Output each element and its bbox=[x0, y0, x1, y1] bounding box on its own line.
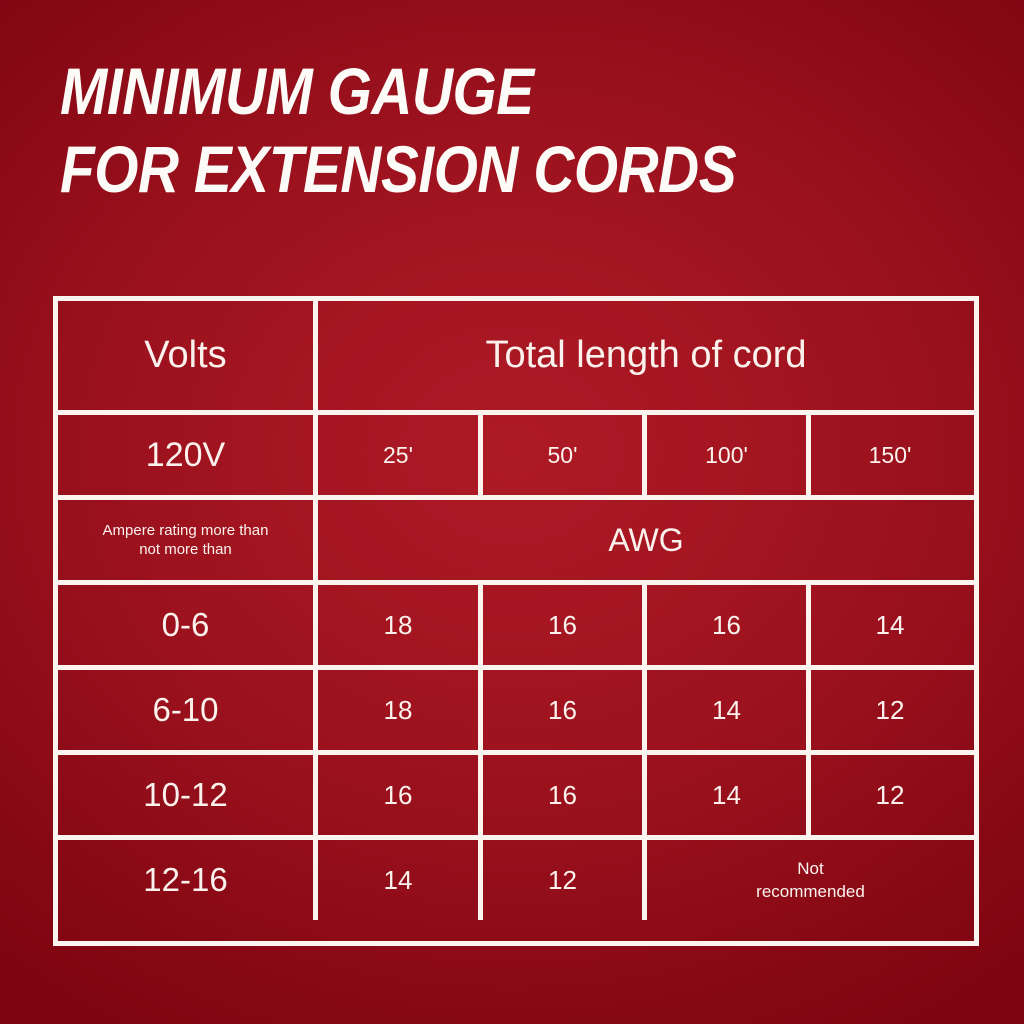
cell-awg-150: 12 bbox=[806, 670, 969, 750]
table-header-row: Volts Total length of cord bbox=[58, 301, 974, 410]
cell-ampere-range: 0-6 bbox=[161, 606, 210, 643]
cell-awg-label: AWG bbox=[313, 500, 974, 580]
page-title: MINIMUM GAUGE FOR EXTENSION CORDS bbox=[60, 52, 960, 208]
cell-length-50: 50' bbox=[478, 415, 642, 495]
table-row: 10-12 16 16 14 12 bbox=[58, 750, 974, 835]
title-line-1: MINIMUM GAUGE bbox=[60, 54, 534, 128]
cell-awg-50: 16 bbox=[478, 585, 642, 665]
cell-ampere-range: 10-12 bbox=[143, 776, 228, 813]
table-row: 6-10 18 16 14 12 bbox=[58, 665, 974, 750]
cell-awg-25: 14 bbox=[313, 840, 478, 920]
header-cell-volts: Volts bbox=[144, 334, 227, 376]
cell-length-100: 100' bbox=[642, 415, 806, 495]
cell-voltage: 120V bbox=[145, 435, 226, 474]
cell-length-25: 25' bbox=[313, 415, 478, 495]
title-line-2: FOR EXTENSION CORDS bbox=[60, 132, 737, 206]
cell-awg-25: 18 bbox=[313, 585, 478, 665]
cell-awg-50: 12 bbox=[478, 840, 642, 920]
table-row: 12-16 14 12 Not recommended bbox=[58, 835, 974, 920]
table-row-voltage: 120V 25' 50' 100' 150' bbox=[58, 410, 974, 495]
cell-awg-25: 18 bbox=[313, 670, 478, 750]
cell-awg-50: 16 bbox=[478, 670, 642, 750]
cell-length-150: 150' bbox=[806, 415, 969, 495]
cell-awg-150: 12 bbox=[806, 755, 969, 835]
table-row: 0-6 18 16 16 14 bbox=[58, 580, 974, 665]
minimum-gauge-table: Volts Total length of cord 120V 25' 50' … bbox=[53, 296, 979, 946]
cell-not-recommended: Not recommended bbox=[642, 840, 974, 920]
cell-ampere-rating-label: Ampere rating more than not more than bbox=[102, 522, 269, 558]
cell-awg-100: 14 bbox=[642, 755, 806, 835]
cell-awg-100: 16 bbox=[642, 585, 806, 665]
cell-ampere-range: 12-16 bbox=[143, 861, 228, 898]
cell-ampere-range: 6-10 bbox=[152, 691, 219, 728]
header-cell-total-length: Total length of cord bbox=[313, 301, 974, 410]
cell-awg-25: 16 bbox=[313, 755, 478, 835]
cell-awg-150: 14 bbox=[806, 585, 969, 665]
table-row-awg-header: Ampere rating more than not more than AW… bbox=[58, 495, 974, 580]
cell-awg-50: 16 bbox=[478, 755, 642, 835]
cell-awg-100: 14 bbox=[642, 670, 806, 750]
